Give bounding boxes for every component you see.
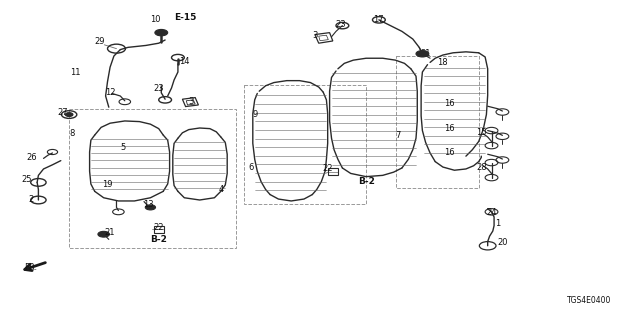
Text: FR.: FR. xyxy=(24,263,37,272)
Bar xyxy=(69,109,236,248)
Text: B-2: B-2 xyxy=(358,177,374,186)
Text: 11: 11 xyxy=(70,68,81,77)
Bar xyxy=(396,56,479,188)
Text: 12: 12 xyxy=(105,88,115,97)
Bar xyxy=(244,85,366,204)
Text: 25: 25 xyxy=(22,175,32,184)
Text: 4: 4 xyxy=(218,185,223,194)
Text: 5: 5 xyxy=(120,143,125,152)
Bar xyxy=(154,226,164,233)
Circle shape xyxy=(65,113,73,116)
Text: 22: 22 xyxy=(323,164,333,173)
Text: TGS4E0400: TGS4E0400 xyxy=(566,296,611,305)
Text: 14: 14 xyxy=(179,57,189,66)
Text: 23: 23 xyxy=(335,20,346,29)
Text: 24: 24 xyxy=(486,208,497,217)
Circle shape xyxy=(98,231,109,237)
Text: 20: 20 xyxy=(497,238,508,247)
Text: 19: 19 xyxy=(102,180,113,189)
Text: 26: 26 xyxy=(27,153,37,162)
Text: 27: 27 xyxy=(58,108,68,117)
Text: 28: 28 xyxy=(476,164,486,172)
Text: 16: 16 xyxy=(444,100,454,108)
Text: 29: 29 xyxy=(94,37,104,46)
Text: 9: 9 xyxy=(252,110,257,119)
Text: 8: 8 xyxy=(69,129,74,138)
Text: 1: 1 xyxy=(495,219,500,228)
Text: 3: 3 xyxy=(312,31,317,40)
Text: 3: 3 xyxy=(188,97,193,106)
Circle shape xyxy=(145,205,156,210)
Circle shape xyxy=(155,29,168,36)
Text: 17: 17 xyxy=(374,15,384,24)
Text: 16: 16 xyxy=(444,124,454,133)
Text: 16: 16 xyxy=(444,148,454,157)
Text: 7: 7 xyxy=(396,132,401,140)
Circle shape xyxy=(416,51,429,57)
Text: 23: 23 xyxy=(154,84,164,93)
Text: 21: 21 xyxy=(420,49,431,58)
Text: B-2: B-2 xyxy=(150,235,167,244)
Text: 2: 2 xyxy=(28,196,33,204)
Text: 21: 21 xyxy=(105,228,115,237)
Text: 13: 13 xyxy=(143,200,154,209)
Text: 15: 15 xyxy=(476,128,486,137)
Text: 6: 6 xyxy=(248,164,253,172)
Text: 10: 10 xyxy=(150,15,160,24)
Text: E-15: E-15 xyxy=(175,13,196,22)
Bar xyxy=(328,168,338,175)
Text: 18: 18 xyxy=(438,58,448,67)
Text: 22: 22 xyxy=(154,223,164,232)
